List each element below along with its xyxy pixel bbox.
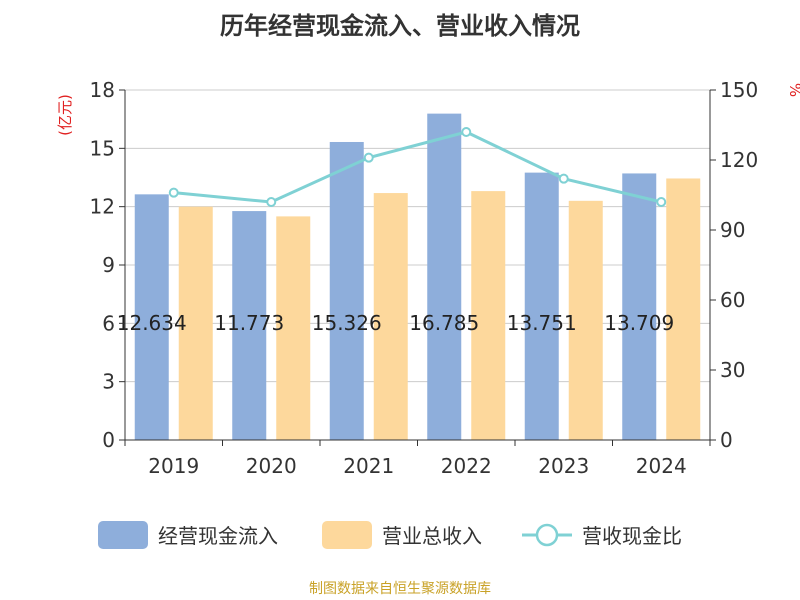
bar-data-label: 13.709	[604, 311, 674, 335]
bar-data-label: 13.751	[507, 311, 577, 335]
y-left-tick-label: 18	[90, 78, 115, 102]
bar-revenue	[471, 191, 506, 440]
x-tick-label: 2021	[343, 454, 394, 478]
legend-label-cash-inflow: 经营现金流入	[158, 524, 278, 548]
line-ratio-point	[558, 173, 569, 184]
chart-title: 历年经营现金流入、营业收入情况	[220, 12, 580, 40]
legend-label-revenue: 营业总收入	[382, 524, 482, 548]
x-tick-label: 2024	[636, 454, 687, 478]
line-ratio-point	[363, 152, 374, 163]
x-tick-label: 2019	[148, 454, 199, 478]
y-left-tick-label: 6	[102, 311, 115, 335]
y-right-tick-label: 120	[720, 148, 758, 172]
bar-revenue	[373, 193, 408, 440]
y-right-tick-label: 30	[720, 358, 745, 382]
y-right-tick-label: 60	[720, 288, 745, 312]
bar-cash-inflow	[329, 141, 364, 440]
y-right-tick-label: 90	[720, 218, 745, 242]
bar-cash-inflow	[524, 172, 559, 440]
bar-cash-inflow	[622, 173, 657, 441]
y-left-tick-label: 0	[102, 428, 115, 452]
bar-data-label: 11.773	[214, 311, 284, 335]
data-source-note: 制图数据来自恒生聚源数据库	[309, 581, 491, 597]
bar-data-label: 15.326	[312, 311, 382, 335]
bar-revenue	[178, 206, 213, 440]
bar-cash-inflow	[232, 211, 267, 440]
y-right-tick-label: 150	[720, 78, 758, 102]
y-right-unit: %	[786, 83, 800, 97]
line-ratio-point	[461, 127, 472, 137]
y-left-tick-label: 12	[90, 195, 115, 219]
line-ratio-point	[168, 187, 179, 198]
bar-revenue	[276, 216, 311, 440]
bar-data-label: 12.634	[117, 311, 187, 335]
y-left-tick-label: 9	[102, 253, 115, 277]
line-ratio-point	[656, 197, 667, 207]
x-tick-label: 2022	[441, 454, 492, 478]
bar-cash-inflow	[134, 194, 169, 440]
x-tick-label: 2023	[538, 454, 589, 478]
legend-swatch-cash-inflow	[98, 521, 148, 549]
y-right-tick-label: 0	[720, 428, 733, 452]
bar-cash-inflow	[427, 113, 462, 440]
y-left-tick-label: 15	[90, 136, 115, 160]
y-left-tick-label: 3	[102, 370, 115, 394]
legend-label-ratio: 营收现金比	[582, 524, 682, 548]
bar-data-label: 16.785	[409, 311, 479, 335]
x-tick-label: 2020	[246, 454, 297, 478]
bar-revenue	[666, 178, 701, 440]
line-ratio	[173, 130, 662, 204]
bar-revenue	[568, 200, 603, 440]
y-left-unit: (亿元)	[56, 94, 74, 136]
legend-swatch-revenue	[322, 521, 372, 549]
legend-marker-ratio	[535, 523, 559, 547]
line-ratio-point	[266, 197, 277, 207]
